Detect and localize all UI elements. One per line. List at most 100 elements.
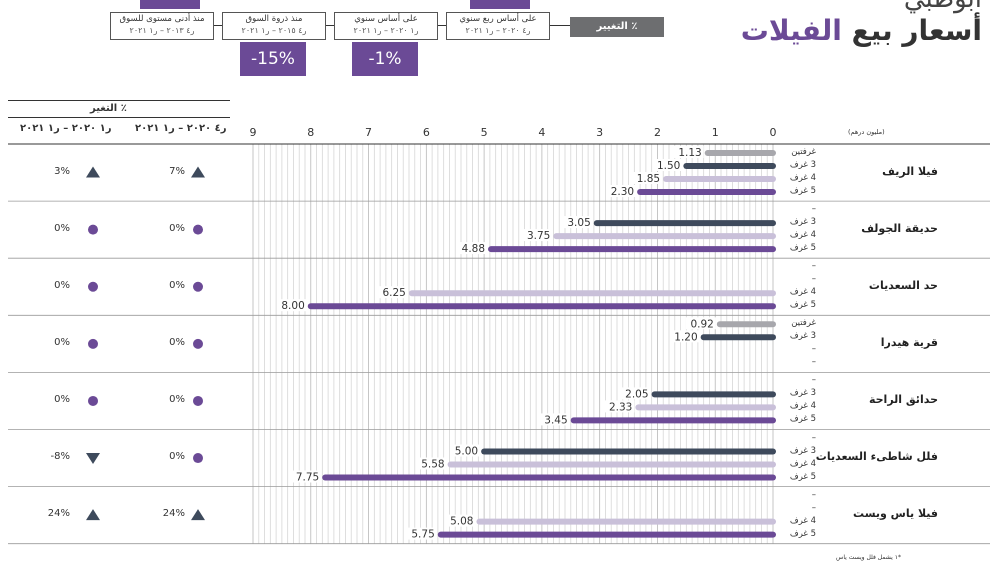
data-label: 5.75 [411,529,434,541]
data-label-bg [406,527,437,540]
room-label-bg [776,202,846,258]
community-name: حد السعديات [868,278,938,292]
data-label: 2.05 [625,388,648,400]
room-label-bg [776,430,846,486]
qoq-change-value: 0% [169,393,185,405]
data-label-bg [457,242,488,255]
peak-value-badge: -15% [240,42,306,76]
title-part-2: الفيلات [740,14,842,47]
room-type-label: 3 غرف [789,388,816,399]
data-label: 1.13 [678,147,701,159]
room-type-label: غرفتين [791,318,816,329]
data-label: 7.75 [296,472,319,484]
x-tick-label: 7 [365,126,372,139]
data-label-bg [669,330,700,343]
yoy-change-value: -8% [50,451,70,463]
room-type-label: – [811,432,816,443]
comparison-title: منذ ذروة السوق [245,14,303,24]
data-label: 3.05 [567,217,590,229]
qoq-change-value: 0% [169,336,185,348]
data-label-bg [377,286,408,299]
no-change-dot-icon [88,395,98,406]
comparison-period: ر٤ ٢٠١٥ – ر١ ٢٠٢١ [241,26,307,35]
title-part-1: أسعار بيع [851,14,982,47]
x-tick-label: 6 [423,126,430,139]
no-change-dot-icon [193,453,203,464]
up-triangle-icon [191,166,205,178]
data-label: 6.25 [382,287,405,299]
col-header-qoq: ر٤ ٢٠٢٠ – ر١ ٢٠٢١ [135,123,227,134]
room-label-bg [776,487,846,543]
room-type-label: غرفتين [791,147,816,157]
room-type-label: 5 غرف [789,471,816,482]
data-label: 5.08 [450,516,473,528]
comparison-box-low: منذ أدنى مستوى للسوق ر٤ ٢٠١٣ – ر١ ٢٠٢١ [110,12,214,40]
room-type-label: 5 غرف [789,243,816,254]
no-change-dot-icon [88,224,98,235]
comparison-box-yoy: على أساس سنوي ر١ ٢٠٢٠ – ر١ ٢٠٢١ [334,12,438,40]
no-change-dot-icon [193,338,203,349]
change-header-rule-2 [8,117,230,118]
x-tick-label: 0 [770,126,777,139]
room-type-label: 5 غرف [789,528,816,539]
change-header: ٪ التغير [90,103,127,114]
comparison-title: على أساس ربع سنوي [459,14,537,24]
data-label: 2.33 [609,401,632,413]
data-label: 2.30 [611,186,634,198]
data-label-bg [445,514,476,527]
room-type-label: 4 غرف [789,458,816,469]
chart-ticks: 0 1 2 3 4 5 6 7 8 9 [250,126,777,139]
qoq-change-value: 0% [169,279,185,291]
room-type-label: 3 غرف [789,445,816,456]
qoq-change-value: 24% [162,508,185,520]
yoy-change-value: 0% [54,336,70,348]
room-type-label: 5 غرف [789,414,816,425]
data-label-bg [604,400,635,413]
data-label: 5.58 [421,459,444,471]
comparison-period: ر٤ ٢٠١٣ – ر١ ٢٠٢١ [129,26,195,35]
community-name: قرية هيدرا [880,335,938,349]
room-type-label: – [811,357,816,368]
room-label-bg [776,373,846,429]
change-header-rule [8,100,230,101]
room-type-label: – [811,344,816,355]
data-label-bg [685,317,716,330]
room-type-label: 4 غرف [789,173,816,183]
room-type-label: – [811,261,816,272]
data-label-bg [450,444,481,457]
up-triangle-icon [191,509,205,521]
x-tick-label: 5 [481,126,488,139]
data-label-bg [522,229,553,242]
room-type-label: 4 غرف [789,287,816,298]
room-label-bg [776,145,846,201]
comparison-period: ر٤ ٢٠٢٠ – ر١ ٢٠٢١ [465,26,531,35]
room-label-bg [776,259,846,315]
x-tick-label: 8 [307,126,314,139]
community-name: فيلا ياس ويست [853,507,938,521]
qoq-change-value: 0% [169,222,185,234]
x-tick-label: 3 [596,126,603,139]
room-type-label: 5 غرف [789,300,816,311]
comparison-title: منذ أدنى مستوى للسوق [119,14,205,24]
yoy-change-value: 3% [54,165,70,177]
data-label-bg [276,299,307,312]
no-change-dot-icon [88,338,98,349]
data-label-bg [652,159,683,171]
room-type-label: – [811,204,816,215]
data-label-bg [562,216,593,229]
data-label-bg [539,413,570,426]
unit-label: (مليون درهم) [848,128,885,136]
data-label: 1.20 [674,331,697,343]
down-triangle-icon [86,453,100,465]
data-label: 4.88 [462,243,485,255]
room-type-label: 4 غرف [789,515,816,526]
page-title: أسعار بيع الفيلات [741,14,982,47]
low-value-pad [140,0,200,9]
x-tick-label: 1 [712,126,719,139]
comparison-box-peak: منذ ذروة السوق ر٤ ٢٠١٥ – ر١ ٢٠٢١ [222,12,326,40]
yoy-change-value: 0% [54,393,70,405]
room-type-label: 4 غرف [789,401,816,412]
data-label: 8.00 [281,300,304,312]
room-type-label: 4 غرف [789,230,816,241]
